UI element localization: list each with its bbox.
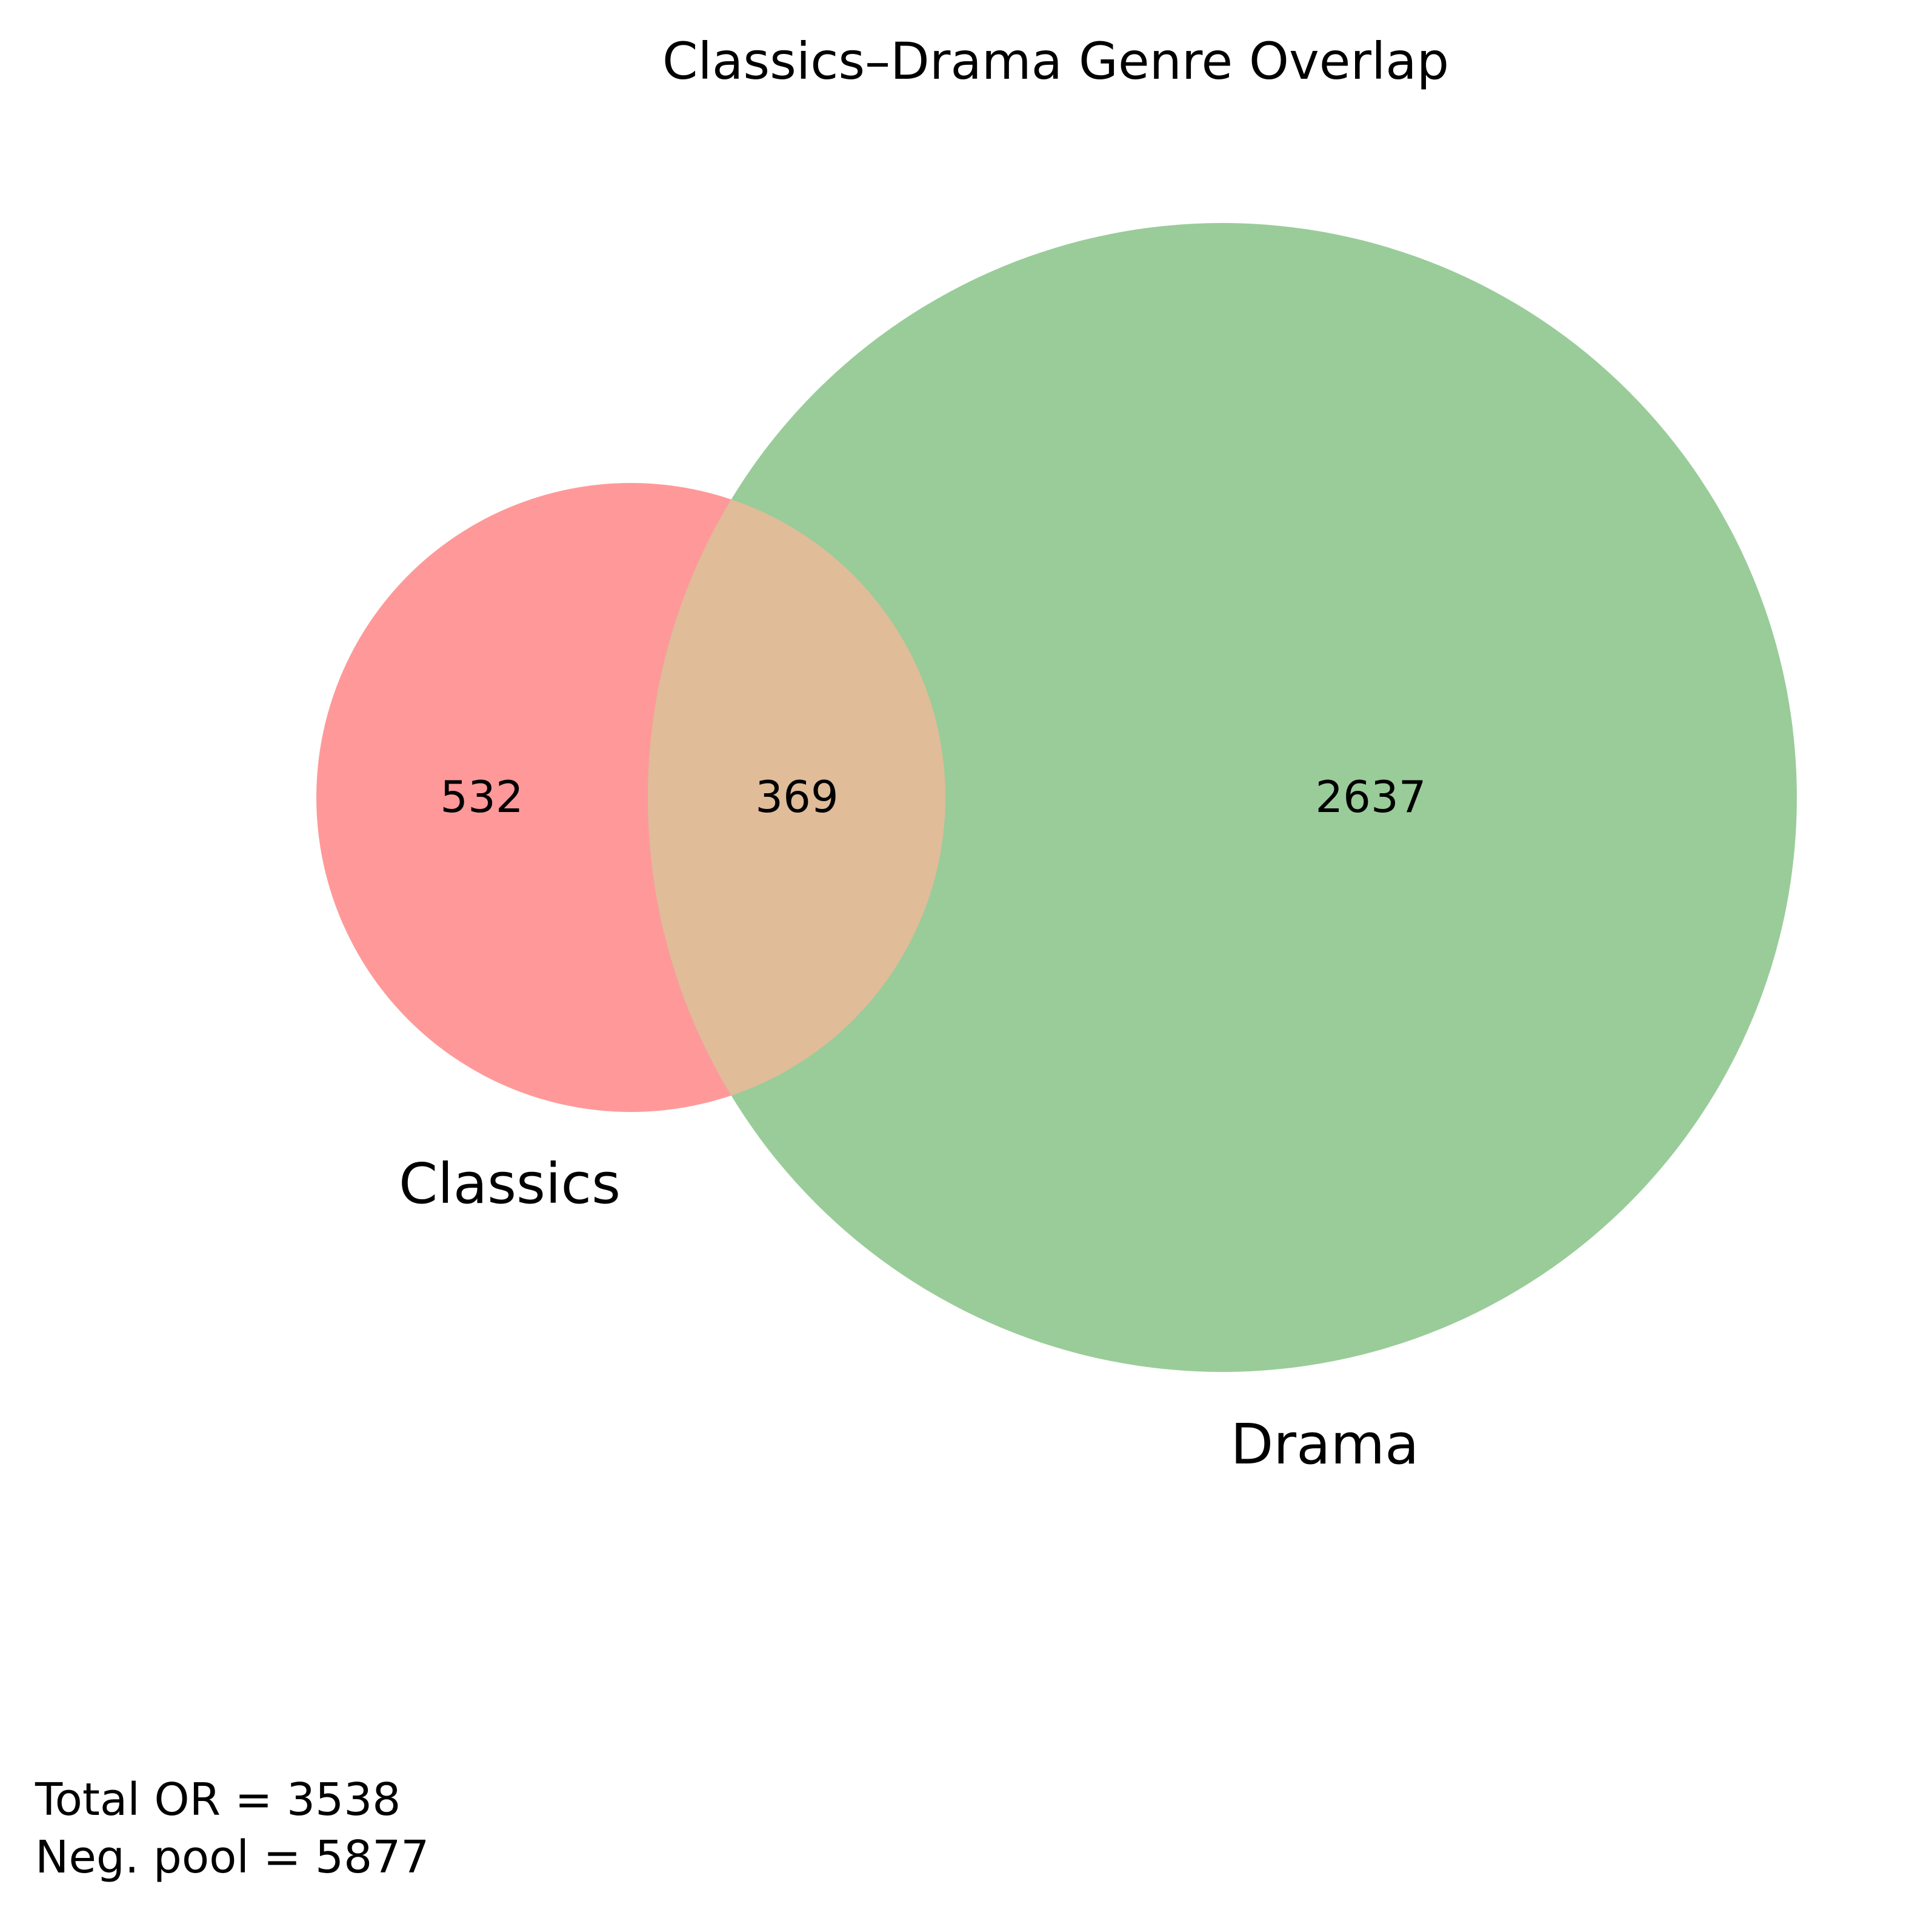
- drama-only-count: 2637: [1315, 771, 1426, 822]
- drama-circle: [648, 223, 1797, 1372]
- neg-pool-annotation: Neg. pool = 5877: [35, 1831, 429, 1883]
- intersection-count: 369: [755, 771, 838, 822]
- total-or-annotation: Total OR = 3538: [35, 1774, 401, 1826]
- drama-set-label: Drama: [1230, 1412, 1419, 1477]
- chart-title: Classics–Drama Genre Overlap: [662, 32, 1449, 91]
- classics-only-count: 532: [440, 771, 523, 822]
- classics-set-label: Classics: [399, 1151, 621, 1216]
